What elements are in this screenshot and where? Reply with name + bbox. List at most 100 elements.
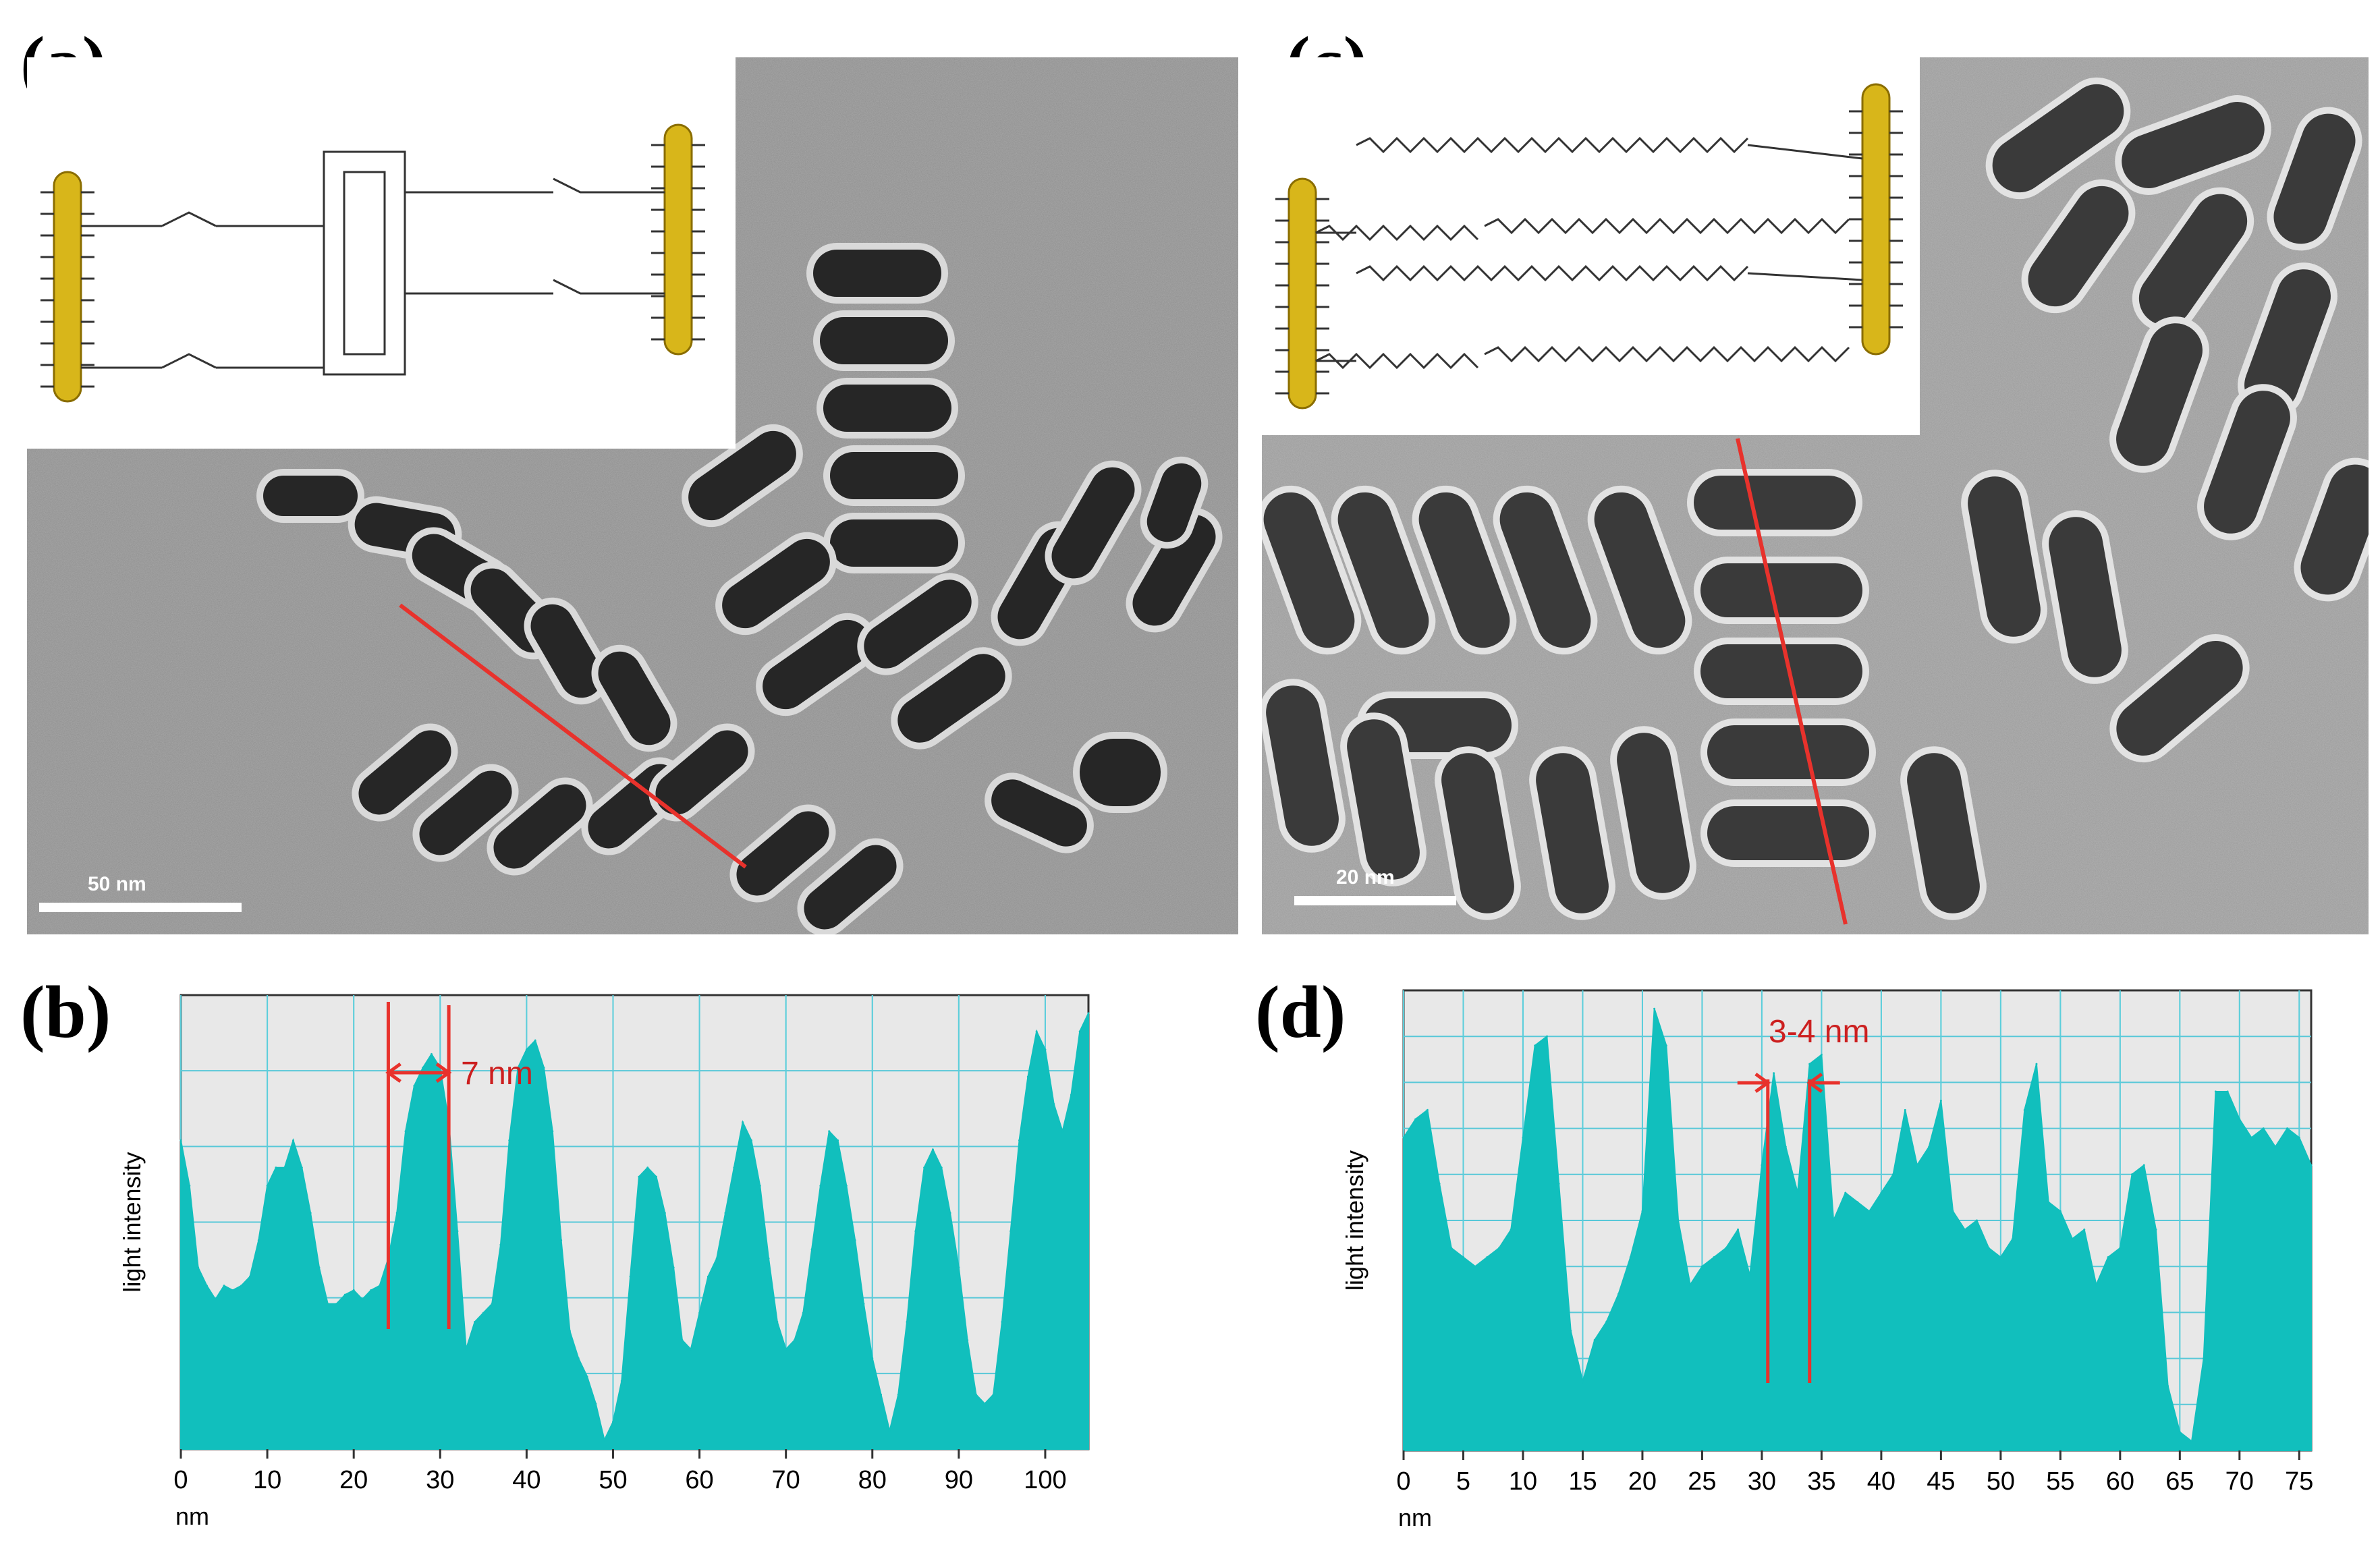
data-point (283, 1166, 286, 1169)
data-point (1844, 1191, 1847, 1194)
data-point (611, 1421, 614, 1423)
data-point (810, 1248, 813, 1251)
nanorod (1493, 485, 1598, 655)
data-point (266, 1185, 269, 1187)
data-point (2131, 1173, 2134, 1176)
nanorods-a (256, 243, 1223, 934)
data-point (292, 1139, 295, 1141)
data-point (1450, 1247, 1453, 1249)
data-point (906, 1321, 908, 1324)
data-point (958, 1266, 960, 1269)
data-point (871, 1357, 874, 1359)
data-point (1952, 1210, 1954, 1212)
data-point (767, 1257, 770, 1260)
data-point (491, 1303, 493, 1305)
nanorod (1340, 712, 1427, 886)
data-point (594, 1403, 597, 1405)
data-point (1593, 1338, 1596, 1341)
data-point (2274, 1146, 2277, 1148)
data-point (231, 1289, 234, 1291)
data-point (1773, 1072, 1775, 1075)
nanorod (2109, 316, 2209, 473)
x-tick-label: 70 (772, 1466, 800, 1494)
x-tick-label: 0 (173, 1466, 188, 1494)
data-point (940, 1166, 943, 1169)
data-point (1061, 1130, 1064, 1133)
nanorod (756, 613, 877, 716)
data-point (949, 1212, 951, 1214)
data-point (465, 1348, 468, 1351)
nanorod (1126, 507, 1223, 633)
data-point (845, 1185, 848, 1187)
nanorod (682, 424, 803, 528)
data-point (1665, 1044, 1667, 1047)
arrow-right-icon-d (1737, 1072, 1771, 1094)
x-tick-label: 30 (1748, 1467, 1776, 1496)
data-point (577, 1357, 580, 1359)
gold-rod-icon-a-left (53, 171, 82, 403)
nanorod (985, 772, 1094, 853)
data-point (1462, 1256, 1464, 1259)
nanorod (1694, 638, 1869, 705)
data-point (2095, 1283, 2097, 1286)
data-point (1653, 1007, 1656, 1010)
data-point (828, 1130, 831, 1133)
data-point (343, 1293, 346, 1296)
scale-bar-label-c: 20 nm (1336, 866, 1395, 889)
nanorod (591, 644, 677, 752)
nanorod (1412, 485, 1517, 655)
data-point (1018, 1139, 1021, 1141)
data-point (880, 1393, 883, 1396)
data-point (205, 1285, 208, 1287)
data-point (2083, 1229, 2086, 1231)
nanorod (1529, 746, 1615, 920)
data-point (1880, 1191, 1883, 1194)
nanorod (2197, 384, 2297, 540)
data-point (1557, 1182, 1560, 1185)
data-point (974, 1393, 977, 1396)
data-point (2286, 1127, 2289, 1130)
data-point (430, 1052, 433, 1055)
data-point (2262, 1127, 2265, 1130)
spacing-annotation-b: 7 nm (385, 1002, 533, 1329)
nanorod (2267, 107, 2362, 251)
data-point (586, 1375, 588, 1378)
data-point (352, 1289, 355, 1291)
data-point (1796, 1191, 1799, 1194)
nanorod (891, 647, 1012, 750)
nanorod (412, 764, 519, 862)
data-point (1808, 1063, 1811, 1065)
data-point (2155, 1229, 2157, 1231)
data-point (1964, 1229, 1966, 1231)
data-point (1486, 1256, 1489, 1259)
nanorod (487, 777, 593, 876)
data-point (318, 1266, 321, 1269)
data-point (862, 1303, 865, 1305)
nanorod (1985, 77, 2131, 200)
data-point (1498, 1247, 1501, 1249)
data-point (672, 1266, 675, 1269)
data-point (1725, 1247, 1727, 1249)
data-point (2250, 1136, 2253, 1139)
data-point (240, 1285, 243, 1287)
data-point (1939, 1100, 1942, 1102)
scale-bar-label-a: 50 nm (88, 873, 146, 895)
data-point (992, 1393, 995, 1396)
nanorod (1687, 469, 1862, 536)
data-point (456, 1230, 459, 1233)
data-point (1737, 1229, 1740, 1231)
data-point (404, 1130, 407, 1133)
profile-line-c (1736, 438, 1848, 925)
tem-image-a: 50 nm (27, 57, 1238, 934)
arrow-left-icon-d (1806, 1072, 1840, 1094)
data-point (422, 1067, 424, 1069)
data-point (2214, 1090, 2217, 1093)
profile-line-a (399, 603, 747, 869)
data-point (1761, 1164, 1763, 1166)
nanorod (1262, 679, 1346, 853)
data-point (2238, 1118, 2241, 1121)
data-point (2226, 1090, 2229, 1093)
data-point (1892, 1173, 1895, 1176)
data-point (1414, 1118, 1417, 1121)
data-point (1832, 1219, 1835, 1222)
